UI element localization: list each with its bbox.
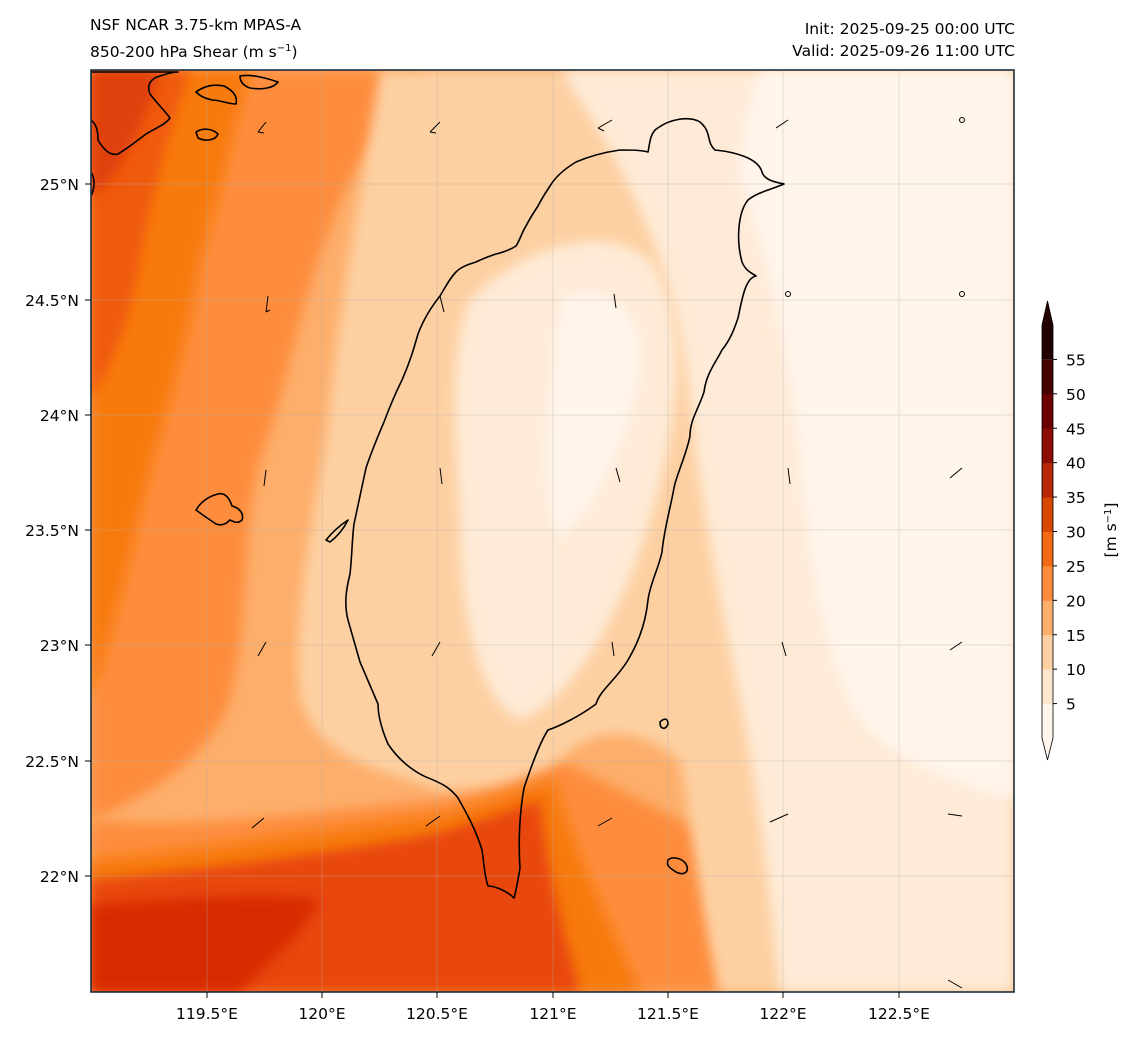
colorbar-segment bbox=[1042, 462, 1053, 498]
colorbar-ticks: 5 10 15 20 25 30 35 40 45 50 55 bbox=[1053, 351, 1086, 714]
colorbar-level-label: 15 bbox=[1066, 627, 1086, 645]
calm-marker bbox=[959, 291, 965, 297]
title-right: Init: 2025-09-25 00:00 UTC Valid: 2025-0… bbox=[792, 18, 1015, 62]
taiwan-coastline bbox=[345, 117, 785, 899]
colorbar-unit: [m s−1] bbox=[1102, 503, 1120, 558]
colorbar-segment bbox=[1042, 393, 1053, 429]
colorbar-level-label: 30 bbox=[1066, 524, 1086, 542]
barb bbox=[439, 467, 443, 485]
gridlines bbox=[91, 70, 1014, 992]
colorbar-level-label: 5 bbox=[1066, 696, 1076, 714]
lat-label: 24°N bbox=[40, 407, 79, 425]
colorbar-segment bbox=[1042, 531, 1053, 567]
field-lt5-east bbox=[740, 70, 1014, 800]
calm-marker bbox=[785, 291, 791, 297]
barb bbox=[615, 467, 621, 483]
lat-label: 25°N bbox=[40, 176, 79, 194]
barb bbox=[425, 815, 441, 827]
lon-label: 120.5°E bbox=[406, 1005, 468, 1023]
lat-label: 23°N bbox=[40, 637, 79, 655]
lon-label: 120°E bbox=[298, 1005, 345, 1023]
penghu-island-b bbox=[325, 519, 349, 543]
field-35-nw bbox=[91, 70, 160, 200]
barb bbox=[257, 641, 267, 657]
colorbar-segment bbox=[1042, 565, 1053, 601]
tick-marks bbox=[85, 183, 900, 998]
barb bbox=[429, 121, 441, 134]
valid-time: Valid: 2025-09-26 11:00 UTC bbox=[792, 42, 1015, 60]
lon-label: 121.5°E bbox=[637, 1005, 699, 1023]
barb bbox=[611, 641, 615, 657]
colorbar-level-label: 25 bbox=[1066, 558, 1086, 576]
lon-label: 122.5°E bbox=[868, 1005, 930, 1023]
field-name: 850-200 hPa Shear (m s−1) bbox=[90, 43, 298, 62]
calm-marker bbox=[959, 117, 965, 123]
china-coast-north bbox=[91, 71, 179, 156]
field-35-40-sw bbox=[91, 895, 320, 992]
colorbar-segment bbox=[1042, 634, 1053, 670]
barb bbox=[781, 641, 787, 657]
barb bbox=[597, 817, 613, 827]
barb bbox=[787, 467, 791, 485]
barb bbox=[947, 813, 963, 817]
colorbar-outline bbox=[1041, 300, 1054, 761]
colorbar-extend-high bbox=[1042, 301, 1053, 360]
lat-labels: 25°N 24.5°N 24°N 23.5°N 23°N 22.5°N 22°N bbox=[25, 176, 79, 886]
colorbar-level-label: 55 bbox=[1066, 351, 1086, 369]
barb bbox=[431, 641, 441, 657]
colorbar-segment bbox=[1042, 600, 1053, 636]
colorbar-level-label: 40 bbox=[1066, 455, 1086, 473]
colorbar-segment bbox=[1042, 669, 1053, 705]
colorbar-level-label: 20 bbox=[1066, 592, 1086, 610]
barb bbox=[265, 295, 271, 313]
lon-label: 121°E bbox=[529, 1005, 576, 1023]
barb bbox=[947, 979, 963, 989]
barb bbox=[439, 295, 445, 313]
lon-label: 122°E bbox=[759, 1005, 806, 1023]
colorbar-level-label: 10 bbox=[1066, 661, 1086, 679]
orchid-island bbox=[666, 857, 689, 875]
lat-label: 22°N bbox=[40, 868, 79, 886]
lat-label: 23.5°N bbox=[25, 522, 79, 540]
lat-label: 24.5°N bbox=[25, 292, 79, 310]
init-time: Init: 2025-09-25 00:00 UTC bbox=[804, 20, 1015, 38]
barb bbox=[949, 641, 963, 651]
lon-label: 119.5°E bbox=[176, 1005, 238, 1023]
field-lt5-interior bbox=[546, 292, 640, 540]
coastlines bbox=[91, 71, 785, 899]
colorbar-level-label: 50 bbox=[1066, 386, 1086, 404]
barb bbox=[775, 119, 789, 129]
barb bbox=[949, 467, 963, 479]
lon-labels: 119.5°E 120°E 120.5°E 121°E 121.5°E 122°… bbox=[176, 1005, 930, 1023]
model-name: NSF NCAR 3.75-km MPAS-A bbox=[90, 16, 302, 34]
green-island bbox=[659, 718, 669, 730]
barb bbox=[251, 817, 265, 829]
barb bbox=[263, 469, 267, 487]
shear-field bbox=[91, 70, 1014, 992]
colorbar-segment bbox=[1042, 359, 1053, 395]
colorbar-level-label: 45 bbox=[1066, 420, 1086, 438]
penghu-island bbox=[195, 492, 244, 526]
title-left: NSF NCAR 3.75-km MPAS-A 850-200 hPa Shea… bbox=[90, 14, 301, 64]
china-islet-a bbox=[195, 128, 219, 141]
colorbar-extend-low bbox=[1042, 703, 1053, 760]
shear-barbs bbox=[251, 117, 965, 989]
barb bbox=[613, 293, 617, 309]
colorbar-segment bbox=[1042, 428, 1053, 464]
barb bbox=[769, 813, 789, 823]
china-islet-c bbox=[239, 74, 279, 90]
colorbar-segment bbox=[1042, 497, 1053, 532]
barb bbox=[257, 121, 267, 134]
lat-label: 22.5°N bbox=[25, 753, 79, 771]
colorbar-level-label: 35 bbox=[1066, 489, 1086, 507]
china-islet-b bbox=[195, 84, 238, 105]
colorbar-segments bbox=[1041, 300, 1054, 761]
colorbar: 5 10 15 20 25 30 35 40 45 50 55 [m s−1] bbox=[1041, 300, 1120, 761]
barb bbox=[597, 119, 613, 132]
